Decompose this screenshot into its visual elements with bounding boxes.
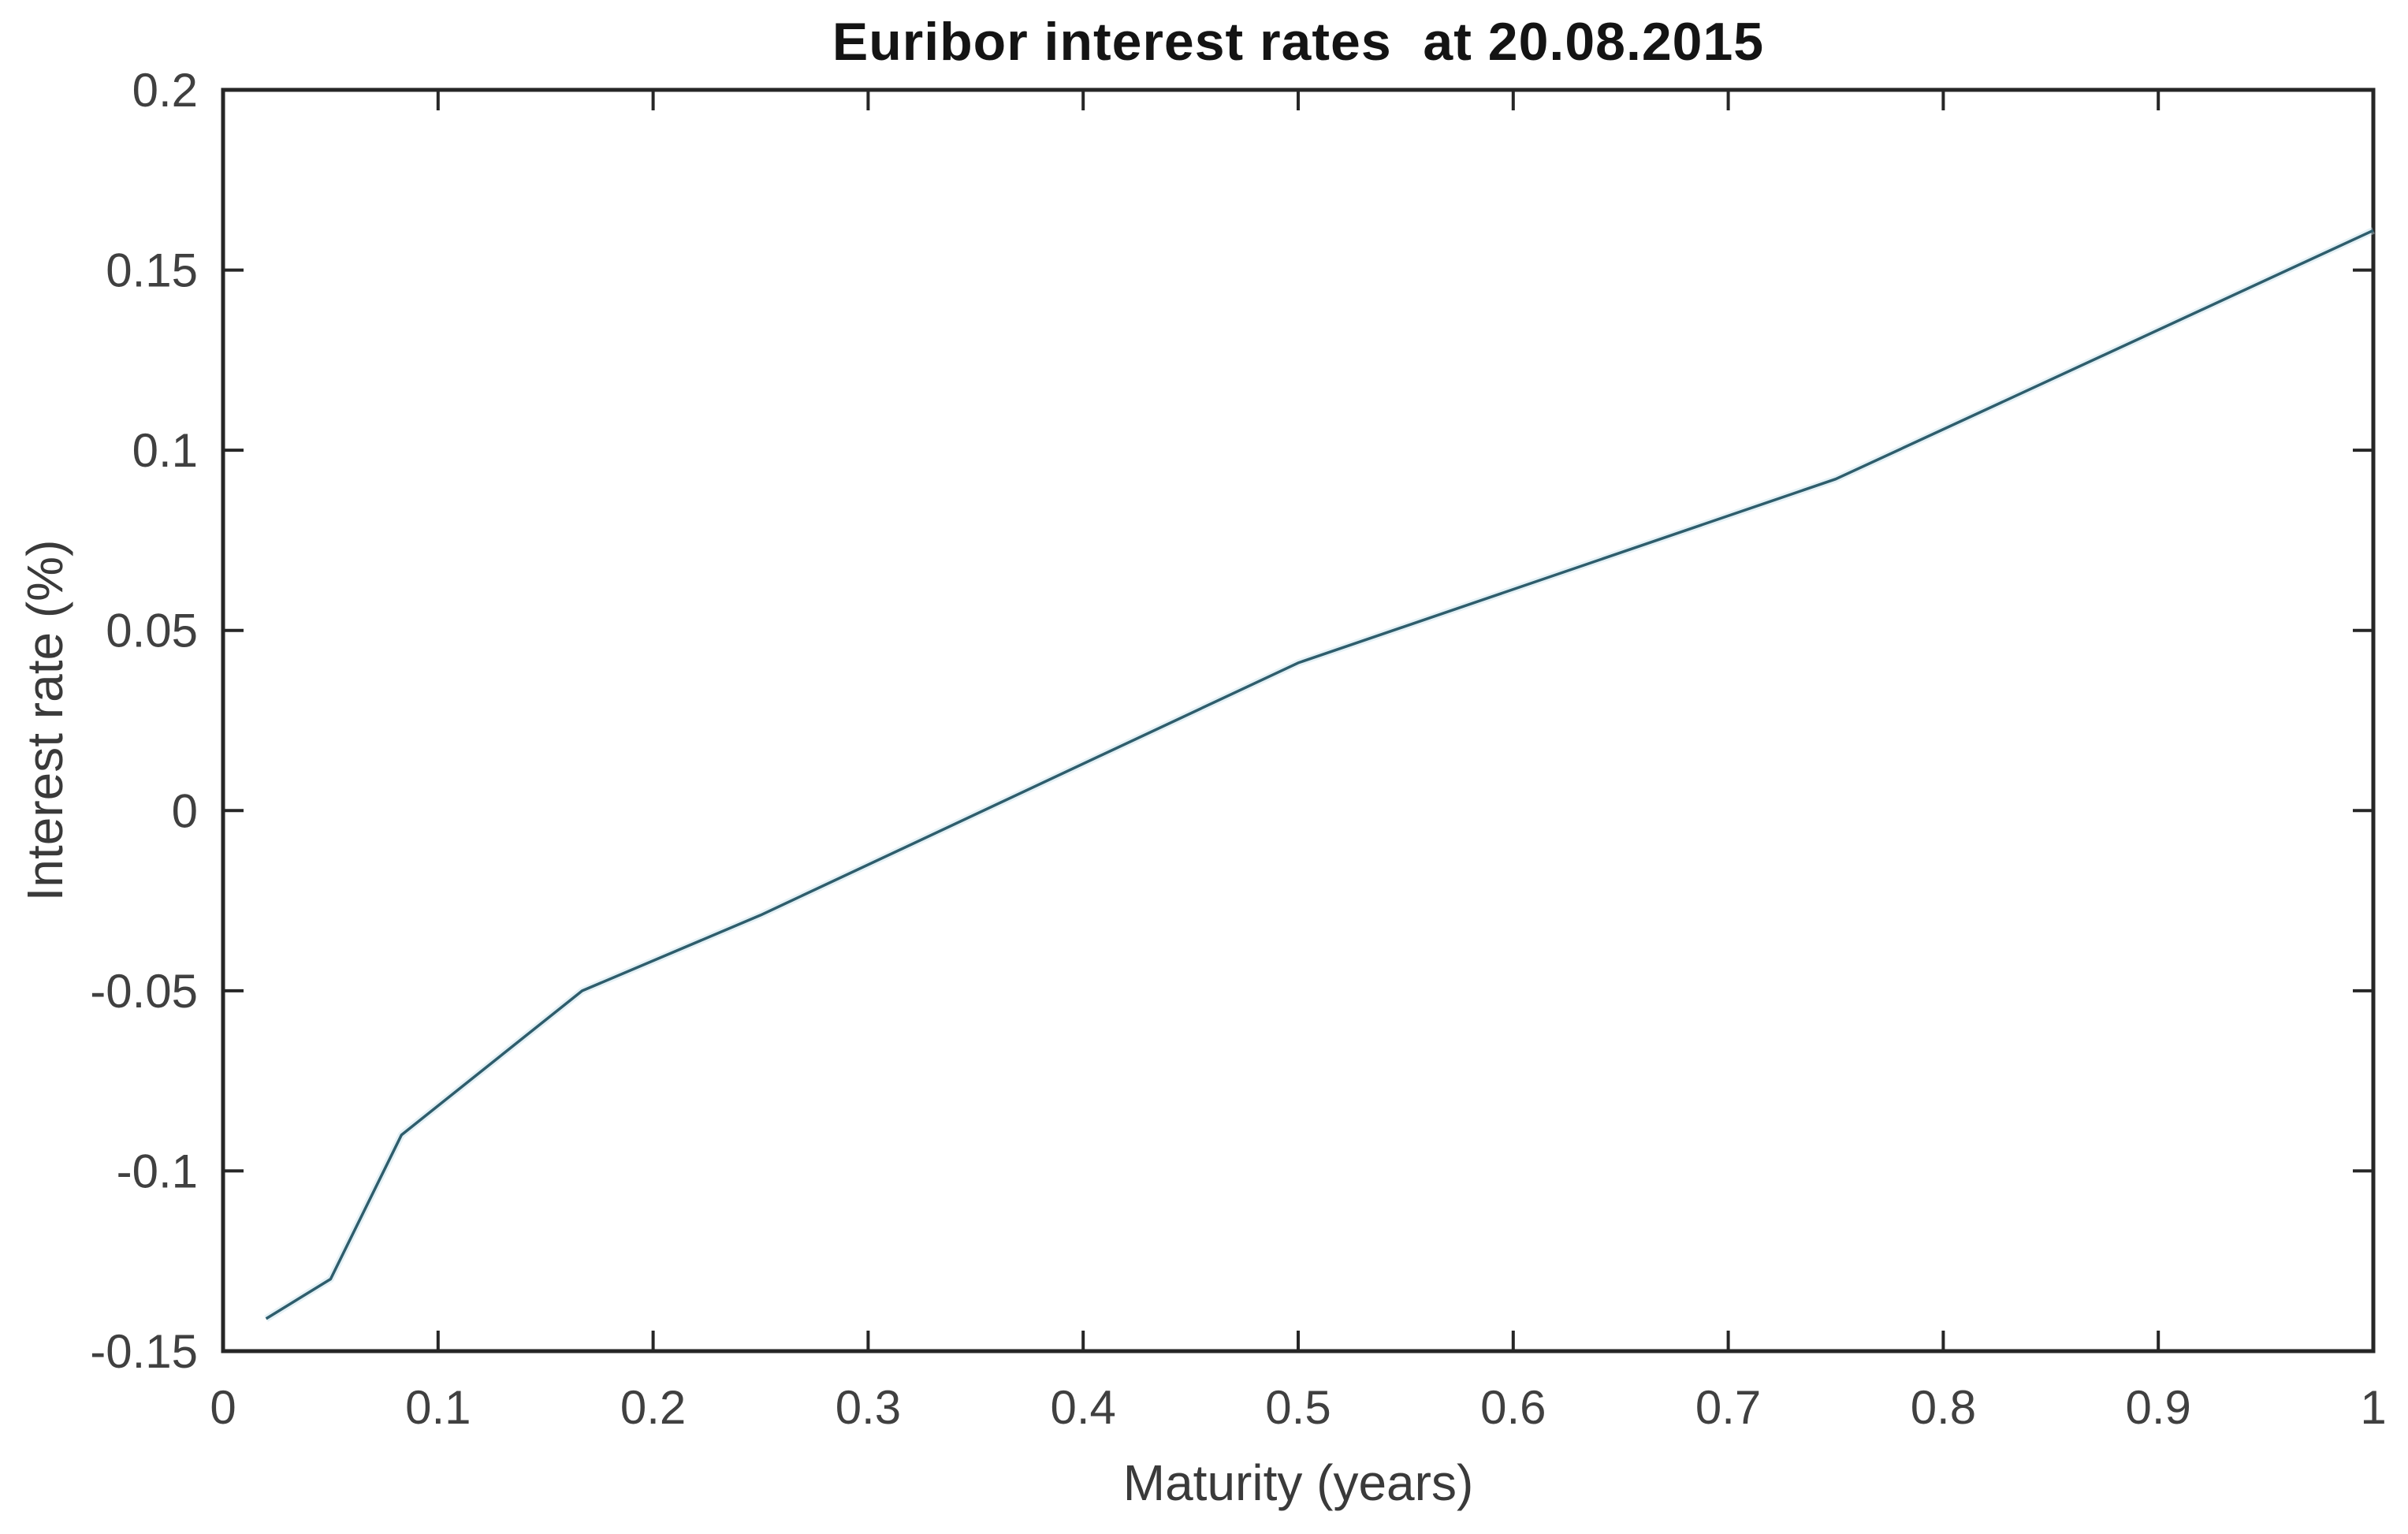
x-tick-label: 0.4: [1050, 1381, 1115, 1434]
y-tick-label: -0.05: [90, 965, 198, 1018]
x-tick-label: 0.3: [836, 1381, 901, 1434]
x-tick-label: 0.7: [1695, 1381, 1761, 1434]
data-line: [265, 229, 2374, 1320]
plot-border: [221, 87, 2376, 1353]
x-tick-label: 0.8: [1911, 1381, 1976, 1434]
x-axis-label: Maturity (years): [1122, 1454, 1474, 1511]
x-tick-label: 0.6: [1480, 1381, 1546, 1434]
y-tick-label: 0.05: [106, 605, 198, 657]
x-tick-label: 0.5: [1265, 1381, 1331, 1434]
x-tick-label: 0.2: [620, 1381, 686, 1434]
y-tick-label: 0: [172, 784, 198, 837]
chart-title: Euribor interest rates at 20.08.2015: [832, 12, 1765, 72]
y-tick-label: -0.15: [90, 1325, 198, 1378]
x-tick-label: 0: [210, 1381, 236, 1434]
data-line-halo: [264, 227, 2375, 1322]
y-tick-label: -0.1: [117, 1145, 198, 1197]
y-tick-label: 0.1: [132, 424, 198, 477]
x-tick-label: 1: [2360, 1381, 2386, 1434]
x-tick-label: 0.9: [2125, 1381, 2190, 1434]
y-tick-label: 0.15: [106, 244, 198, 297]
y-tick-label: 0.2: [132, 64, 198, 117]
x-tick-label: 0.1: [405, 1381, 471, 1434]
